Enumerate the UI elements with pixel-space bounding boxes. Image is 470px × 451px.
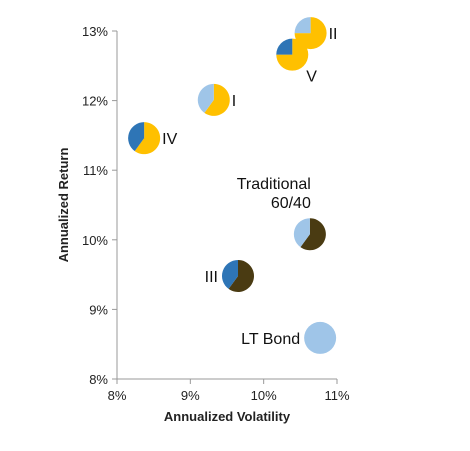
- pie-point-i: I: [197, 83, 236, 116]
- y-axis-title: Annualized Return: [56, 148, 71, 263]
- pie-point-traditional-60-40: Traditional 60/40: [237, 176, 326, 251]
- y-tick-label: 12%: [82, 94, 108, 109]
- y-tick-label: 8%: [89, 372, 108, 387]
- x-axis-title: Annualized Volatility: [164, 409, 291, 424]
- y-tick-label: 9%: [89, 302, 108, 317]
- pie-slice: [128, 122, 145, 152]
- pie-slice: [204, 83, 230, 116]
- point-label-line: III: [205, 269, 218, 286]
- x-tick-label: 11%: [324, 388, 349, 403]
- x-tick-label: 9%: [181, 388, 200, 403]
- point-label-line: Traditional: [237, 176, 311, 193]
- point-label: IV: [162, 131, 177, 148]
- pie-point-iii: III: [205, 259, 254, 292]
- point-label: I: [232, 93, 236, 110]
- y-ticks: 8% 9% 10% 11% 12% 13%: [82, 24, 117, 387]
- pie-point-ii: II: [294, 17, 338, 50]
- pie-slice: [294, 17, 311, 34]
- y-tick-label: 13%: [82, 24, 108, 39]
- pie-slice: [197, 83, 214, 113]
- y-tick-label: 11%: [83, 163, 108, 178]
- point-label: LT Bond: [241, 331, 300, 348]
- point-label-line: 60/40: [271, 195, 311, 212]
- pie-slice: [228, 259, 254, 292]
- axes: [116, 31, 337, 380]
- pie-slice: [304, 321, 337, 354]
- point-label-line: LT Bond: [241, 331, 300, 348]
- pie-slice: [221, 259, 238, 289]
- x-tick-label: 8%: [108, 388, 127, 403]
- point-label: III: [205, 269, 218, 286]
- x-ticks: 8% 9% 10% 11%: [108, 379, 350, 403]
- point-label: II: [329, 26, 338, 43]
- pie-point-v: V: [276, 38, 317, 86]
- point-label: Traditional 60/40: [237, 176, 311, 212]
- pie-point-lt-bond: LT Bond: [241, 321, 337, 354]
- point-label-line: V: [306, 69, 317, 86]
- point-label-line: IV: [162, 131, 177, 148]
- point-label-line: I: [232, 93, 236, 110]
- x-tick-label: 10%: [251, 388, 277, 403]
- pie-slice: [293, 218, 310, 248]
- pie-slice: [134, 122, 161, 155]
- point-label-line: II: [329, 26, 338, 43]
- pie-slice: [294, 17, 327, 50]
- y-tick-label: 10%: [82, 233, 108, 248]
- pie-slice: [276, 38, 293, 55]
- pie-slice: [300, 218, 326, 251]
- point-label: V: [306, 69, 317, 86]
- pie-point-iv: IV: [128, 122, 178, 155]
